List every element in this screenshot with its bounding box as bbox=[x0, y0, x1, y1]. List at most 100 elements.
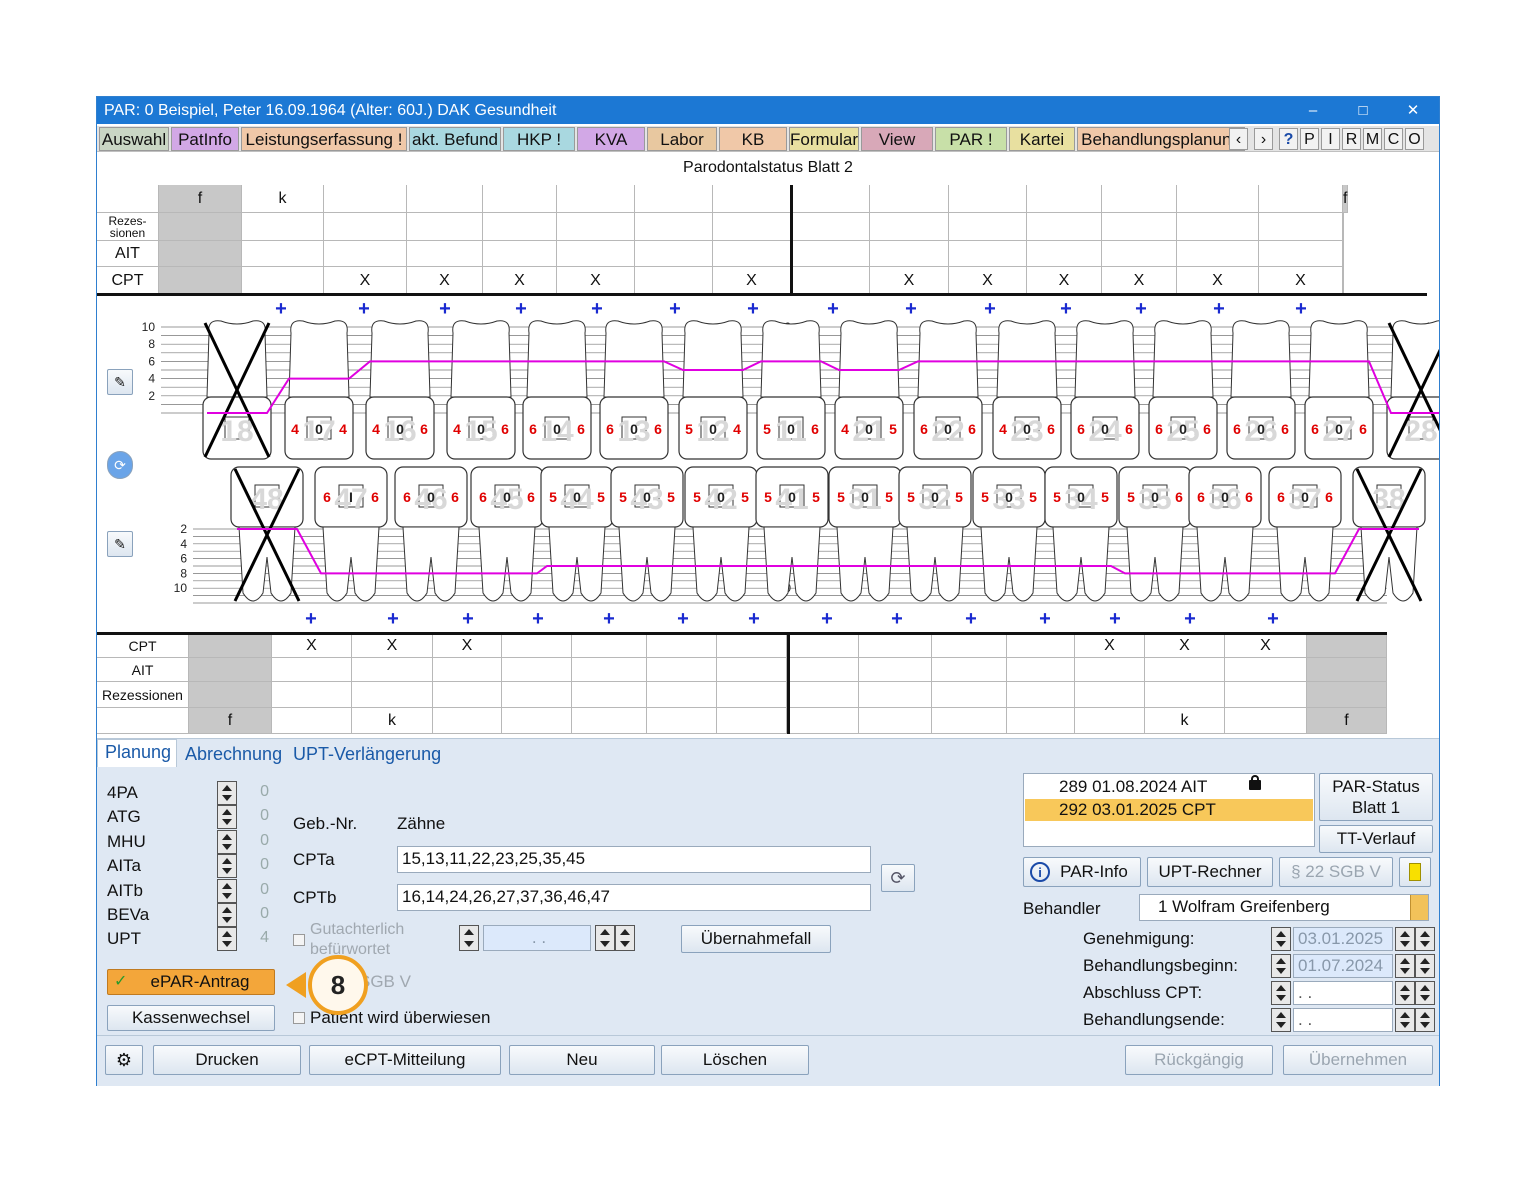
behandlungsende-spinner-left[interactable] bbox=[1271, 1008, 1291, 1032]
upper-header-mark[interactable] bbox=[713, 185, 791, 213]
nav-tab-1[interactable]: PatInfo bbox=[171, 127, 239, 151]
upper-tooth[interactable]: 125 0 4 bbox=[678, 320, 748, 460]
uebernehmen-button[interactable]: Übernehmen bbox=[1283, 1045, 1433, 1075]
lower-cpt-mark[interactable]: X bbox=[433, 634, 502, 658]
upper-cell[interactable] bbox=[949, 213, 1027, 241]
upper-cpt-mark[interactable]: X bbox=[949, 267, 1027, 295]
lower-cell[interactable] bbox=[1007, 682, 1075, 708]
abschluss-cpt-spinner-left[interactable] bbox=[1271, 981, 1291, 1005]
upper-cell[interactable] bbox=[483, 241, 557, 267]
behandler-select[interactable]: 1 Wolfram Greifenberg bbox=[1139, 894, 1429, 921]
kassenwechsel-button[interactable]: Kassenwechsel bbox=[107, 1005, 275, 1031]
upper-tooth[interactable]: 174 0 4 bbox=[284, 320, 354, 460]
upper-cpt-mark[interactable] bbox=[242, 267, 324, 295]
lower-cpt-mark[interactable]: X bbox=[1145, 634, 1225, 658]
gutachterlich-date-spinner-right-a[interactable] bbox=[595, 925, 615, 951]
nav-small-2[interactable]: ? bbox=[1279, 128, 1298, 150]
nav-small-5[interactable]: R bbox=[1342, 128, 1361, 150]
upper-cpt-mark[interactable]: X bbox=[1027, 267, 1102, 295]
lower-cell[interactable] bbox=[717, 658, 787, 682]
ecpt-mitteilung-button[interactable]: eCPT-Mitteilung bbox=[309, 1045, 501, 1075]
lower-footer-mark[interactable] bbox=[1225, 708, 1307, 734]
upper-header-mark[interactable] bbox=[1102, 185, 1177, 213]
behandlungsbeginn-spinner-left[interactable] bbox=[1271, 954, 1291, 978]
upper-cell[interactable] bbox=[324, 213, 407, 241]
upper-cell[interactable] bbox=[949, 241, 1027, 267]
lower-cell[interactable] bbox=[787, 658, 859, 682]
gutachterlich-date-spinner-right-b[interactable] bbox=[615, 925, 635, 951]
upper-cpt-mark[interactable]: X bbox=[1102, 267, 1177, 295]
genehmigung-spinner-right-a[interactable] bbox=[1395, 927, 1415, 951]
lower-tooth[interactable]: 345 0 5 bbox=[1044, 466, 1118, 602]
lower-tooth[interactable]: 425 0 5 bbox=[684, 466, 758, 602]
lower-cell[interactable] bbox=[932, 682, 1007, 708]
lower-footer-mark[interactable] bbox=[787, 708, 859, 734]
lower-tooth[interactable]: 335 0 5 bbox=[972, 466, 1046, 602]
lower-cpt-mark[interactable] bbox=[189, 634, 272, 658]
nav-tab-7[interactable]: KB bbox=[719, 127, 787, 151]
upper-cpt-mark[interactable] bbox=[791, 267, 870, 295]
lower-cpt-mark[interactable] bbox=[717, 634, 787, 658]
lower-cell[interactable] bbox=[352, 682, 433, 708]
lower-footer-mark[interactable] bbox=[932, 708, 1007, 734]
nav-small-0[interactable]: ‹ bbox=[1229, 128, 1248, 150]
upper-cell[interactable] bbox=[1027, 213, 1102, 241]
counter-value[interactable]: 0 bbox=[260, 880, 269, 898]
upper-tooth[interactable]: 276 0 6 bbox=[1304, 320, 1374, 460]
behandlungsbeginn-spinner-right-b[interactable] bbox=[1415, 954, 1435, 978]
counter-spinner[interactable] bbox=[217, 781, 237, 805]
lower-cell[interactable] bbox=[859, 658, 932, 682]
nav-small-1[interactable]: › bbox=[1254, 128, 1273, 150]
lower-cpt-mark[interactable] bbox=[502, 634, 572, 658]
upper-cell[interactable] bbox=[870, 213, 949, 241]
lower-footer-mark[interactable] bbox=[272, 708, 352, 734]
counter-spinner[interactable] bbox=[217, 903, 237, 927]
lower-tooth[interactable]: 435 0 5 bbox=[610, 466, 684, 602]
lower-footer-mark[interactable]: f bbox=[189, 708, 272, 734]
upper-cell[interactable] bbox=[1343, 241, 1344, 267]
upper-cell[interactable] bbox=[713, 241, 791, 267]
behandlungsbeginn-date-input[interactable]: 01.07.2024 bbox=[1293, 954, 1393, 978]
tab-planung[interactable]: Planung bbox=[105, 742, 172, 762]
lower-cell[interactable] bbox=[1007, 658, 1075, 682]
maximize-button[interactable]: □ bbox=[1358, 102, 1368, 119]
nav-tab-12[interactable]: Behandlungsplanung bbox=[1077, 127, 1245, 151]
lower-cpt-mark[interactable]: X bbox=[1225, 634, 1307, 658]
upper-cell[interactable] bbox=[713, 213, 791, 241]
genehmigung-spinner-left[interactable] bbox=[1271, 927, 1291, 951]
lower-cpt-mark[interactable]: X bbox=[352, 634, 433, 658]
upper-header-mark[interactable] bbox=[635, 185, 713, 213]
gutachterlich-date-spinner-left[interactable] bbox=[459, 925, 479, 951]
nav-small-6[interactable]: M bbox=[1363, 128, 1382, 150]
upper-cell[interactable] bbox=[635, 241, 713, 267]
lower-cell[interactable] bbox=[717, 682, 787, 708]
lower-tooth[interactable]: 315 0 5 bbox=[828, 466, 902, 602]
upper-tooth[interactable]: 266 0 6 bbox=[1226, 320, 1296, 460]
nav-tab-3[interactable]: akt. Befund bbox=[409, 127, 501, 151]
upper-header-mark[interactable]: f bbox=[159, 185, 242, 213]
lower-footer-mark[interactable] bbox=[1075, 708, 1145, 734]
lower-cell[interactable] bbox=[1307, 682, 1387, 708]
upper-cell[interactable] bbox=[635, 213, 713, 241]
lower-cpt-mark[interactable] bbox=[1307, 634, 1387, 658]
lower-footer-mark[interactable] bbox=[717, 708, 787, 734]
lower-cell[interactable] bbox=[352, 658, 433, 682]
upper-header-mark[interactable] bbox=[557, 185, 635, 213]
lower-cell[interactable] bbox=[859, 682, 932, 708]
lower-footer-mark[interactable] bbox=[859, 708, 932, 734]
lower-tooth[interactable]: 48 bbox=[230, 466, 304, 602]
tab-upt-verlaengerung[interactable]: UPT-Verlängerung bbox=[293, 744, 442, 764]
upper-tooth[interactable]: 164 0 6 bbox=[365, 320, 435, 460]
uebernahmefall-button[interactable]: Übernahmefall bbox=[681, 925, 831, 953]
history-row[interactable]: 292 03.01.2025 CPT bbox=[1025, 799, 1313, 821]
upper-header-mark[interactable] bbox=[949, 185, 1027, 213]
lower-cell[interactable] bbox=[189, 682, 272, 708]
par-status-button[interactable]: PAR-Status Blatt 1 bbox=[1319, 773, 1433, 821]
upper-header-mark[interactable] bbox=[324, 185, 407, 213]
edit-upper-button[interactable]: ✎ bbox=[107, 369, 133, 395]
nav-small-3[interactable]: P bbox=[1300, 128, 1319, 150]
refresh-teeth-button[interactable]: ⟳ bbox=[881, 864, 915, 892]
minimize-button[interactable]: – bbox=[1308, 102, 1318, 119]
upper-cell[interactable] bbox=[1027, 241, 1102, 267]
upper-cell[interactable] bbox=[557, 241, 635, 267]
